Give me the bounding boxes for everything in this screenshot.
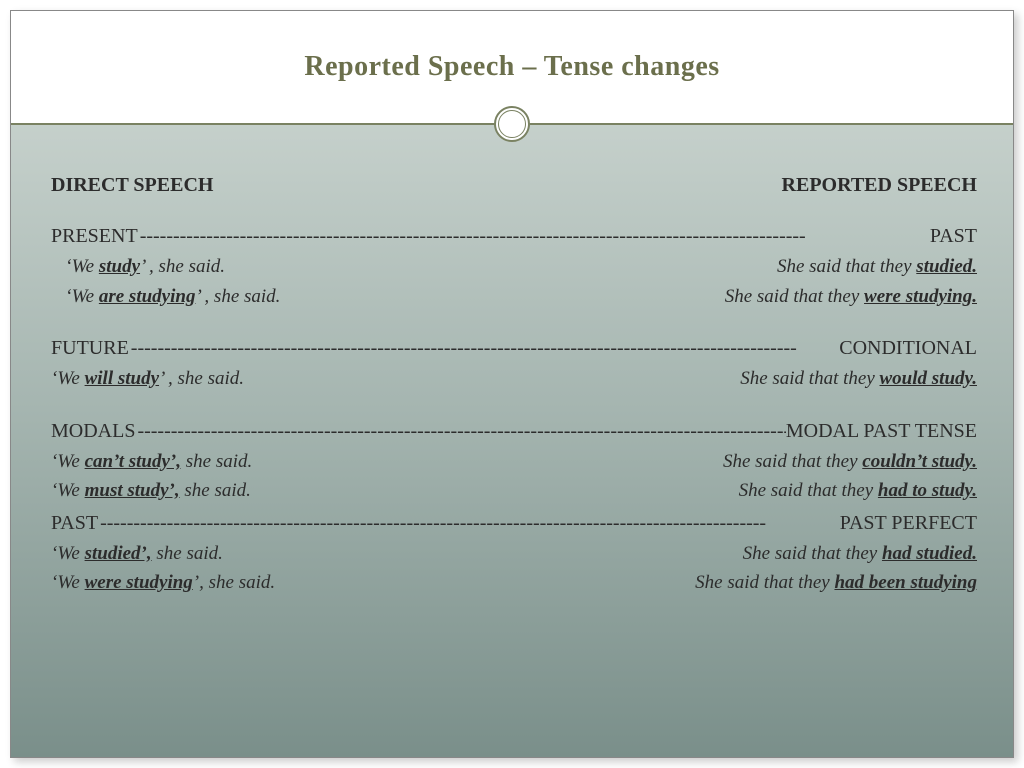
header-direct: DIRECT SPEECH: [51, 171, 213, 200]
direct-example: ‘We must study’, she said.: [51, 477, 251, 505]
example-row: ‘We must study’, she said. She said that…: [51, 477, 977, 505]
direct-example: ‘We can’t study’, she said.: [51, 448, 252, 476]
dash-fill: ----------------------------------------…: [135, 417, 785, 446]
section-heading: MODALS ---------------------------------…: [51, 417, 977, 446]
content-area: DIRECT SPEECH REPORTED SPEECH PRESENT --…: [11, 125, 1013, 757]
section-heading: FUTURE ---------------------------------…: [51, 334, 977, 363]
reported-example: She said that they studied.: [777, 253, 977, 281]
direct-example: ‘We were studying’, she said.: [51, 569, 275, 597]
section-left: FUTURE: [51, 334, 129, 363]
reported-example: She said that they had been studying: [695, 569, 977, 597]
example-row: ‘We will study’ , she said. She said tha…: [51, 365, 977, 393]
example-row: ‘We can’t study’, she said. She said tha…: [51, 448, 977, 476]
example-row: ‘We are studying’ , she said. She said t…: [51, 283, 977, 311]
section-heading: PAST -----------------------------------…: [51, 509, 977, 538]
section-right: PAST: [930, 222, 977, 251]
reported-example: She said that they had studied.: [743, 540, 977, 568]
section-left: PAST: [51, 509, 98, 538]
section-right: CONDITIONAL: [839, 334, 977, 363]
header-reported: REPORTED SPEECH: [782, 171, 977, 200]
reported-example: She said that they would study.: [740, 365, 977, 393]
section-right: PAST PERFECT: [840, 509, 977, 538]
dash-fill: ----------------------------------------…: [98, 509, 840, 538]
column-headers: DIRECT SPEECH REPORTED SPEECH: [51, 171, 977, 200]
slide: Reported Speech – Tense changes DIRECT S…: [10, 10, 1014, 758]
example-row: ‘We studied’, she said. She said that th…: [51, 540, 977, 568]
section-left: MODALS: [51, 417, 135, 446]
direct-example: ‘We study’ , she said.: [51, 253, 225, 281]
dash-fill: ----------------------------------------…: [129, 334, 839, 363]
example-row: ‘We were studying’, she said. She said t…: [51, 569, 977, 597]
ring-ornament-icon: [494, 106, 530, 142]
example-row: ‘We study’ , she said. She said that the…: [51, 253, 977, 281]
section-left: PRESENT: [51, 222, 138, 251]
section-right: MODAL PAST TENSE: [786, 417, 977, 446]
direct-example: ‘We studied’, she said.: [51, 540, 223, 568]
reported-example: She said that they couldn’t study.: [723, 448, 977, 476]
direct-example: ‘We will study’ , she said.: [51, 365, 244, 393]
direct-example: ‘We are studying’ , she said.: [51, 283, 280, 311]
reported-example: She said that they were studying.: [725, 283, 977, 311]
reported-example: She said that they had to study.: [739, 477, 977, 505]
dash-fill: ----------------------------------------…: [138, 222, 930, 251]
slide-title: Reported Speech – Tense changes: [304, 51, 719, 83]
section-heading: PRESENT --------------------------------…: [51, 222, 977, 251]
